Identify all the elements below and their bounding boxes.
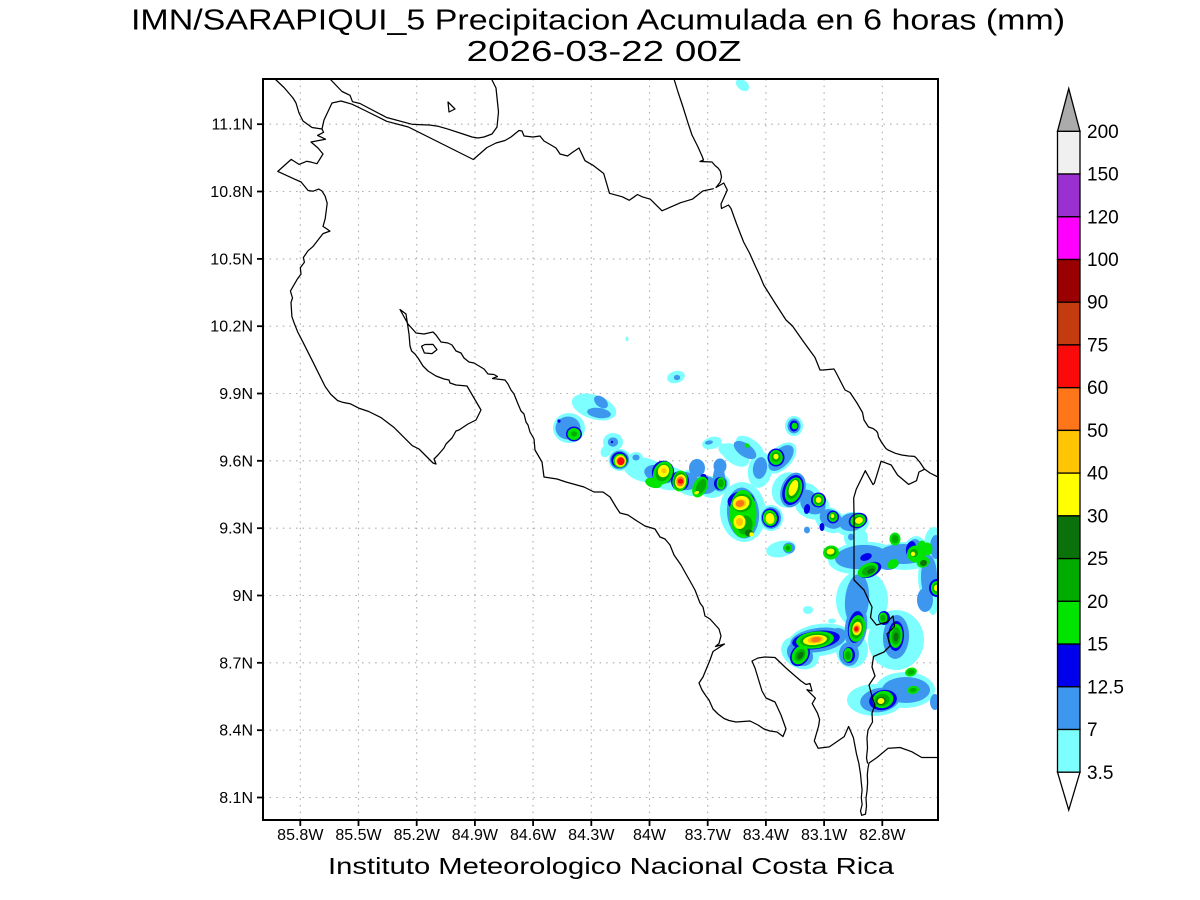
svg-text:Instituto Meteorologico Nacion: Instituto Meteorologico Nacional Costa R… — [328, 853, 894, 879]
svg-text:85.8W: 85.8W — [277, 827, 324, 844]
svg-text:40: 40 — [1087, 464, 1108, 485]
svg-text:20: 20 — [1087, 592, 1108, 613]
svg-text:30: 30 — [1087, 506, 1108, 527]
svg-text:90: 90 — [1087, 293, 1108, 314]
svg-text:8.7N: 8.7N — [219, 655, 253, 672]
svg-text:200: 200 — [1087, 122, 1119, 143]
svg-text:120: 120 — [1087, 207, 1119, 228]
svg-text:84.3W: 84.3W — [568, 827, 615, 844]
svg-text:9.6N: 9.6N — [219, 453, 253, 470]
svg-text:100: 100 — [1087, 250, 1119, 271]
svg-text:9.9N: 9.9N — [219, 386, 253, 403]
svg-text:75: 75 — [1087, 335, 1108, 356]
svg-text:15: 15 — [1087, 635, 1108, 656]
svg-text:10.2N: 10.2N — [210, 319, 253, 336]
svg-text:50: 50 — [1087, 421, 1108, 442]
svg-text:25: 25 — [1087, 549, 1108, 570]
svg-text:83.1W: 83.1W — [801, 827, 848, 844]
svg-text:84.6W: 84.6W — [510, 827, 557, 844]
svg-text:8.1N: 8.1N — [219, 790, 253, 807]
svg-text:3.5: 3.5 — [1087, 763, 1113, 784]
svg-text:2026-03-22 00Z: 2026-03-22 00Z — [467, 36, 742, 68]
svg-text:10.8N: 10.8N — [210, 184, 253, 201]
svg-text:9N: 9N — [233, 588, 253, 605]
svg-text:85.2W: 85.2W — [394, 827, 441, 844]
svg-text:7: 7 — [1087, 720, 1098, 741]
svg-text:IMN/SARAPIQUI_5 Precipitacion: IMN/SARAPIQUI_5 Precipitacion Acumulada … — [131, 5, 1065, 37]
svg-text:83.7W: 83.7W — [685, 827, 732, 844]
svg-text:82.8W: 82.8W — [859, 827, 906, 844]
svg-text:11.1N: 11.1N — [211, 117, 253, 134]
svg-text:60: 60 — [1087, 378, 1108, 399]
svg-text:84W: 84W — [633, 827, 667, 844]
svg-text:10.5N: 10.5N — [210, 251, 253, 268]
svg-text:150: 150 — [1087, 165, 1119, 186]
svg-text:8.4N: 8.4N — [219, 723, 253, 740]
svg-text:12.5: 12.5 — [1087, 677, 1124, 698]
svg-text:83.4W: 83.4W — [743, 827, 790, 844]
svg-text:84.9W: 84.9W — [452, 827, 499, 844]
svg-text:9.3N: 9.3N — [219, 521, 253, 538]
svg-text:85.5W: 85.5W — [335, 827, 382, 844]
